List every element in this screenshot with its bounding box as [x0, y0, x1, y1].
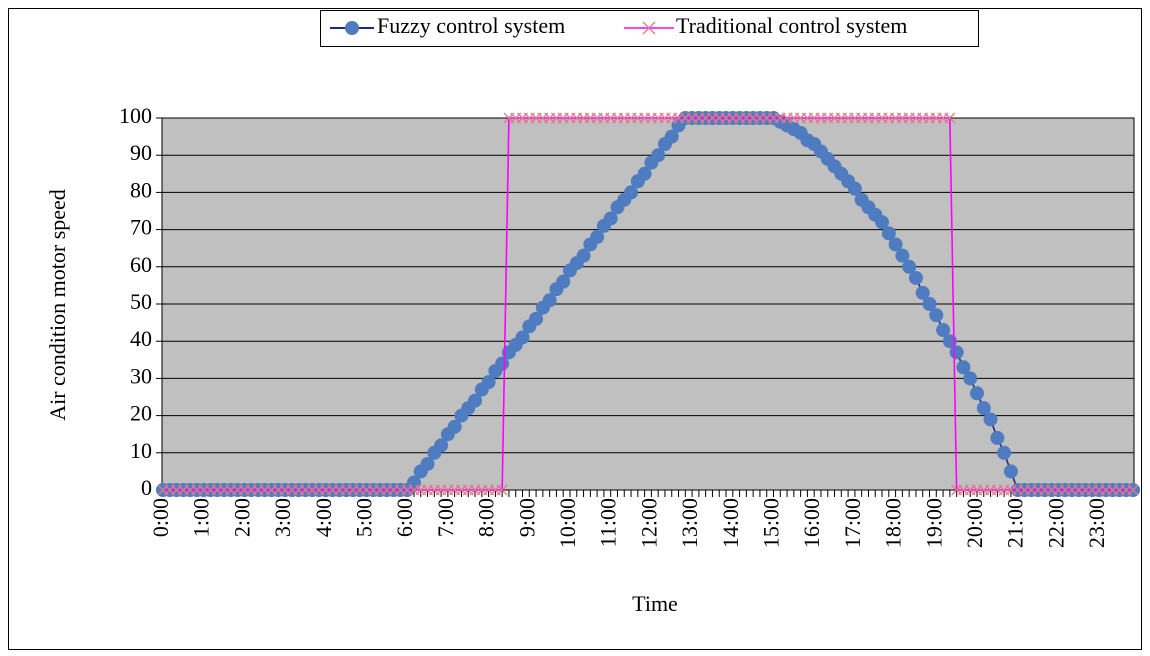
series-line	[163, 117, 1133, 491]
x-tick-label: 16:00	[799, 498, 824, 548]
x-tick-label: 2:00	[229, 498, 254, 537]
point	[881, 226, 896, 241]
point	[603, 211, 618, 226]
x-tick-label: 12:00	[636, 498, 661, 548]
x-tick-label: 15:00	[759, 498, 784, 548]
y-tick-label: 100	[119, 103, 152, 128]
point	[624, 185, 639, 200]
x-tick-label: 9:00	[514, 498, 539, 537]
y-tick-label: 90	[130, 140, 152, 165]
x-tick-label: 7:00	[433, 498, 458, 537]
point	[922, 297, 937, 311]
point	[576, 248, 591, 263]
point	[515, 330, 530, 345]
x-tick-label: 10:00	[555, 498, 580, 548]
x-tick-label: 0:00	[148, 498, 173, 537]
point	[847, 181, 862, 196]
y-tick-label: 20	[130, 401, 152, 426]
point	[875, 215, 890, 230]
point	[963, 371, 978, 386]
point	[949, 345, 964, 360]
x-tick-label: 5:00	[352, 498, 377, 537]
point	[481, 375, 496, 390]
x-tick-label: 17:00	[840, 498, 865, 548]
y-tick-label: 80	[130, 177, 152, 202]
x-tick-label: 1:00	[189, 498, 214, 537]
x-tick-label: 19:00	[921, 498, 946, 548]
point	[637, 166, 652, 181]
point	[556, 274, 571, 289]
point	[990, 430, 1005, 445]
point	[420, 456, 435, 471]
y-tick-label: 0	[141, 475, 152, 500]
point	[997, 445, 1012, 460]
point	[902, 259, 917, 274]
point	[956, 360, 971, 375]
x-tick-label: 21:00	[1003, 498, 1028, 548]
point	[976, 401, 991, 416]
point	[1003, 464, 1018, 479]
x-tick-label: 23:00	[1084, 498, 1109, 548]
point	[983, 412, 998, 427]
x-tick-label: 14:00	[718, 498, 743, 548]
y-tick-label: 60	[130, 252, 152, 277]
x-tick-label: 13:00	[677, 498, 702, 548]
point	[434, 438, 449, 453]
x-tick-label: 6:00	[392, 498, 417, 537]
point	[542, 293, 557, 308]
y-tick-label: 30	[130, 363, 152, 388]
y-tick-label: 40	[130, 326, 152, 351]
x-tick-label: 3:00	[270, 498, 295, 537]
y-tick-label: 10	[130, 438, 152, 463]
legend-marker	[345, 21, 359, 35]
x-axis-title: Time	[632, 591, 678, 616]
x-tick-label: 11:00	[596, 498, 621, 547]
legend-label: Traditional control system	[676, 13, 907, 38]
x-tick-label: 8:00	[474, 498, 499, 537]
point	[651, 148, 666, 163]
x-marker	[642, 21, 656, 35]
point	[888, 237, 903, 252]
x-marker	[1127, 484, 1139, 496]
point	[929, 308, 944, 323]
point	[664, 129, 679, 144]
x-marker	[944, 112, 956, 124]
point	[590, 230, 605, 245]
point	[915, 285, 930, 300]
point	[936, 323, 951, 338]
x-marker	[496, 484, 508, 496]
point	[969, 386, 984, 401]
point	[908, 270, 923, 285]
x-tick-label: 18:00	[881, 498, 906, 548]
x-tick-label: 20:00	[962, 498, 987, 548]
point	[468, 393, 483, 408]
y-axis-title: Air condition motor speed	[45, 189, 70, 421]
x-tick-label: 4:00	[311, 498, 336, 537]
point	[495, 356, 510, 371]
legend-label: Fuzzy control system	[377, 13, 565, 38]
point	[447, 419, 462, 434]
x-tick-label: 22:00	[1043, 498, 1068, 548]
point	[895, 248, 910, 263]
y-tick-label: 50	[130, 289, 152, 314]
y-tick-label: 70	[130, 215, 152, 240]
point	[529, 311, 544, 326]
